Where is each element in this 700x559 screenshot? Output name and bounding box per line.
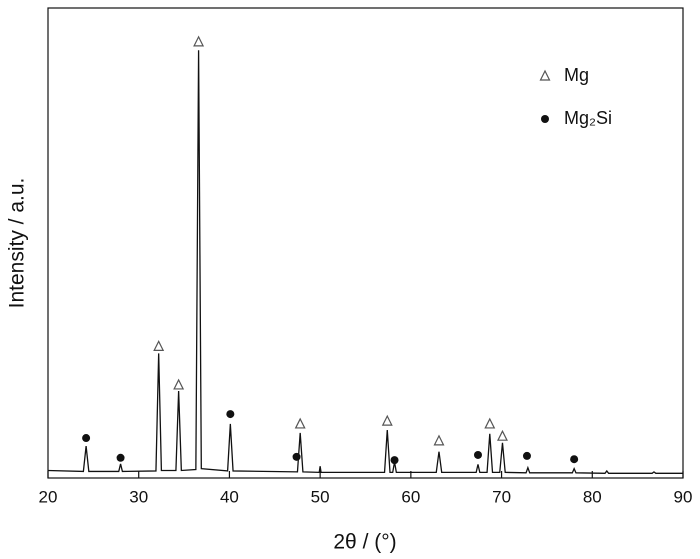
x-tick-label: 50 bbox=[311, 487, 330, 506]
phase-marker bbox=[484, 417, 496, 429]
plot-frame bbox=[47, 7, 684, 479]
phase-marker bbox=[292, 452, 301, 461]
phase-marker bbox=[193, 35, 205, 47]
x-tick-label: 30 bbox=[129, 487, 148, 506]
x-tick-label: 80 bbox=[583, 487, 602, 506]
phase-marker bbox=[433, 434, 445, 446]
phase-marker bbox=[473, 450, 482, 459]
phase-marker bbox=[294, 417, 306, 429]
x-tick-label: 60 bbox=[401, 487, 420, 506]
phase-marker bbox=[173, 378, 185, 390]
phase-marker bbox=[390, 456, 399, 465]
phase-marker bbox=[153, 340, 165, 351]
x-tick-label: 40 bbox=[220, 487, 239, 506]
phase-marker bbox=[522, 451, 531, 460]
x-tick-label: 70 bbox=[492, 487, 511, 506]
legend-marker bbox=[539, 69, 551, 81]
phase-marker bbox=[570, 455, 579, 464]
y-axis-label: Intensity / a.u. bbox=[6, 178, 29, 309]
legend-marker bbox=[541, 115, 549, 123]
x-tick-label: 90 bbox=[674, 487, 693, 506]
phase-marker bbox=[226, 410, 235, 419]
phase-marker bbox=[116, 453, 125, 462]
legend-label: Mg bbox=[564, 65, 589, 85]
x-axis-label: 2θ / (°) bbox=[333, 531, 396, 554]
x-tick-label: 20 bbox=[39, 487, 58, 506]
xrd-pattern bbox=[47, 50, 683, 474]
legend-label: Mg₂Si bbox=[564, 108, 612, 128]
phase-marker bbox=[82, 434, 91, 443]
phase-marker bbox=[381, 414, 393, 426]
phase-marker bbox=[497, 429, 508, 441]
